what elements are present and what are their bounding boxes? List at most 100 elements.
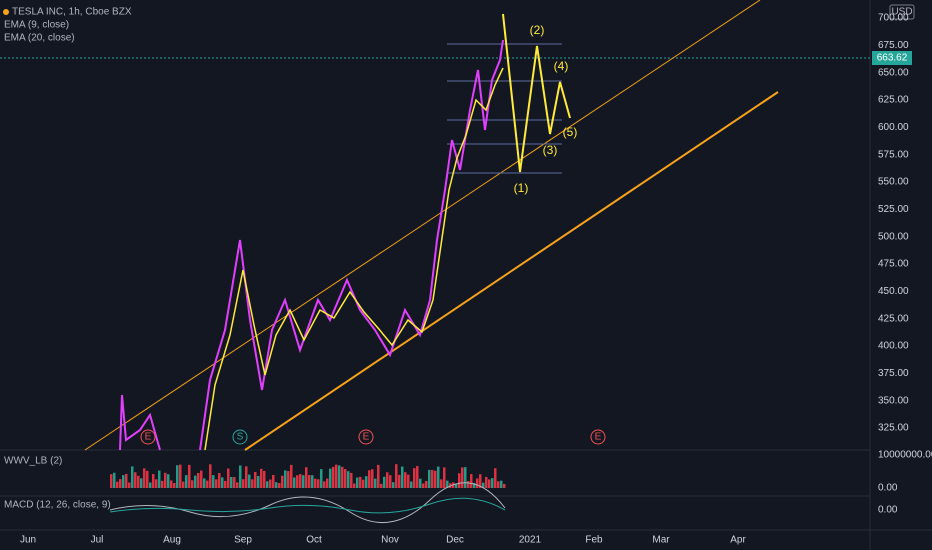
last-price-box <box>872 51 912 65</box>
wave-label: (4) <box>554 59 569 73</box>
volume-bar <box>443 467 446 488</box>
volume-bar <box>290 464 293 488</box>
price-label: 500.00 <box>878 231 909 242</box>
axis-label: 0.00 <box>878 483 898 494</box>
volume-bar <box>359 476 362 488</box>
volume-bar <box>128 482 131 488</box>
volume-bar <box>260 468 263 488</box>
time-label: Sep <box>234 535 252 546</box>
volume-bar <box>371 469 374 488</box>
price-label: 575.00 <box>878 149 909 160</box>
volume-bar <box>287 471 290 488</box>
volume-bar <box>458 473 461 488</box>
volume-bar <box>155 479 158 488</box>
volume-bar <box>353 483 356 488</box>
volume-bar <box>479 474 482 488</box>
event-markers <box>140 429 606 445</box>
volume-bar <box>254 471 257 488</box>
volume-bar <box>344 469 347 488</box>
volume-bar <box>221 477 224 488</box>
volume-bar <box>401 466 404 488</box>
volume-bar <box>224 480 227 488</box>
time-label: Dec <box>446 535 464 546</box>
volume-bar <box>113 472 116 488</box>
wave-label: (3) <box>543 143 558 157</box>
volume-bar <box>149 482 152 488</box>
volume-bar <box>209 464 212 488</box>
fib-levels <box>447 43 562 174</box>
volume-bar <box>305 467 308 488</box>
volume-bar <box>395 464 398 488</box>
volume-bar <box>239 465 242 488</box>
volume-bar <box>173 482 176 488</box>
volume-bar <box>476 478 479 488</box>
volume-bar <box>350 472 353 488</box>
volume-bar <box>131 466 134 488</box>
volume-bar <box>428 469 431 488</box>
volume-bar <box>500 480 503 488</box>
volume-bar <box>422 483 425 488</box>
volume-bar <box>110 474 113 488</box>
volume-bar <box>347 471 350 488</box>
volume-bar <box>308 474 311 488</box>
price-label: 700.00 <box>878 13 909 24</box>
volume-bar <box>461 467 464 488</box>
volume-bar <box>158 470 161 488</box>
volume-bar <box>164 472 167 488</box>
volume-bar <box>494 468 497 488</box>
event: E <box>595 432 602 443</box>
volume-bar <box>281 475 284 488</box>
volume-bar <box>455 483 458 488</box>
time-label: Feb <box>585 535 603 546</box>
time-label: 2021 <box>519 535 542 546</box>
volume-bar <box>206 480 209 488</box>
volume-bar <box>212 475 215 488</box>
pane-title: WWV_LB (2) <box>4 456 62 467</box>
volume-bar <box>278 483 281 488</box>
volume-bar <box>245 466 248 488</box>
price-label: 325.00 <box>878 423 909 434</box>
volume-bar <box>410 481 413 488</box>
volume-bar <box>242 479 245 488</box>
volume-bar <box>497 481 500 488</box>
volume-bar <box>356 477 359 488</box>
volume-bar <box>215 479 218 488</box>
time-label: Jul <box>91 535 104 546</box>
volume-bar <box>236 482 239 488</box>
price-label: 625.00 <box>878 95 909 106</box>
channel-line <box>84 0 761 451</box>
volume-bar <box>464 467 467 488</box>
volume-bar <box>152 474 155 488</box>
volume-bar <box>317 479 320 488</box>
indicator-label: EMA (9, close) <box>4 20 69 31</box>
volume-bar <box>362 479 365 488</box>
volume-bar <box>116 481 119 488</box>
volume-bar <box>167 474 170 488</box>
status-dot <box>3 9 9 15</box>
pane-title: MACD (12, 26, close, 9) <box>4 500 111 511</box>
volume-bar <box>446 480 449 488</box>
volume-bar <box>269 479 272 488</box>
time-label: Mar <box>652 535 670 546</box>
volume-bar <box>329 468 332 488</box>
volume-bar <box>248 474 251 488</box>
volume-bar <box>203 478 206 488</box>
macd-line <box>109 482 506 524</box>
volume-bar <box>179 464 182 488</box>
volume-bar <box>416 466 419 488</box>
volume-bar <box>185 475 188 488</box>
volume-bar <box>338 465 341 488</box>
price-label: 675.00 <box>878 40 909 51</box>
volume-bar <box>467 481 470 488</box>
volume-bar <box>503 483 506 488</box>
volume-bar <box>437 466 440 488</box>
volume-bar <box>320 469 323 488</box>
price-label: 375.00 <box>878 368 909 379</box>
volume-bar <box>488 479 491 488</box>
price-label: 350.00 <box>878 395 909 406</box>
volume-bar <box>314 478 317 488</box>
volume-bar <box>383 476 386 488</box>
volume-bar <box>257 475 260 488</box>
volume-bar <box>170 480 173 488</box>
